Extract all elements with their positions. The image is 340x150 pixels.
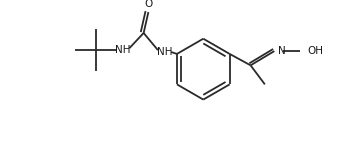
Text: N: N (278, 46, 286, 56)
Text: OH: OH (308, 46, 324, 56)
Text: NH: NH (157, 47, 172, 57)
Text: NH: NH (115, 45, 131, 55)
Text: O: O (144, 0, 153, 9)
